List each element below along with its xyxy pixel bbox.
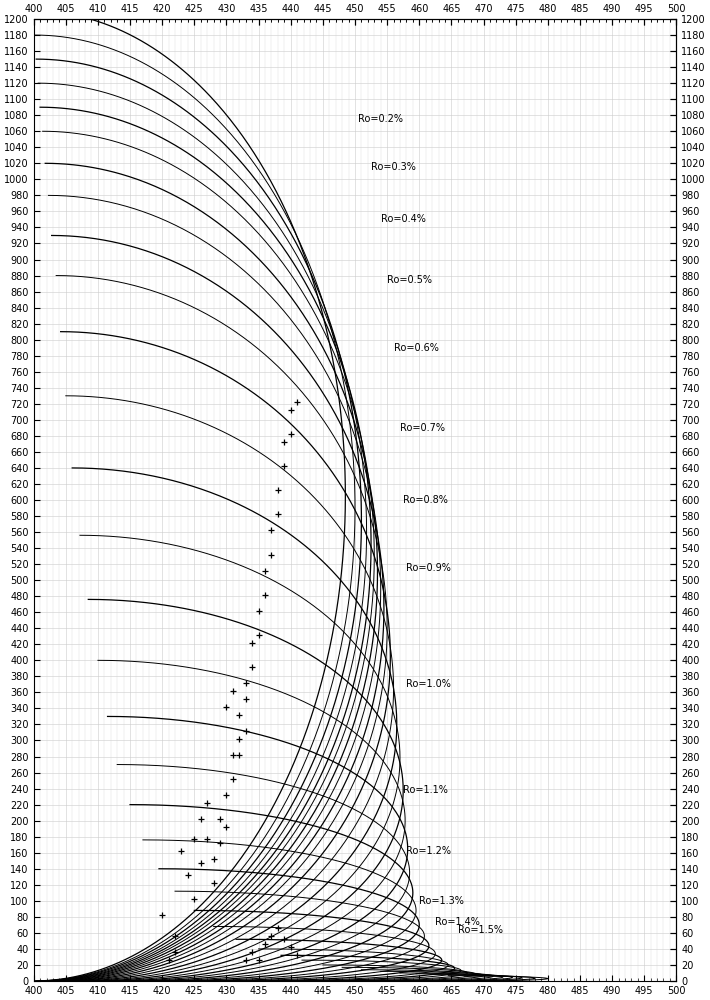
Text: Ro=1.3%: Ro=1.3% [420,896,464,906]
Text: Ro=0.9%: Ro=0.9% [406,563,452,573]
Text: Ro=1.0%: Ro=1.0% [406,679,452,689]
Text: Ro=1.4%: Ro=1.4% [435,917,480,927]
Text: Ro=0.8%: Ro=0.8% [403,495,448,505]
Text: Ro=1.5%: Ro=1.5% [458,925,503,935]
Text: Ro=1.2%: Ro=1.2% [406,846,452,856]
Text: Ro=0.5%: Ro=0.5% [387,275,432,285]
Text: Ro=0.7%: Ro=0.7% [400,423,445,433]
Text: Ro=0.4%: Ro=0.4% [381,214,425,224]
Text: Ro=0.6%: Ro=0.6% [393,343,439,353]
Text: Ro=0.3%: Ro=0.3% [371,162,416,172]
Text: Ro=1.1%: Ro=1.1% [403,785,448,795]
Text: Ro=0.2%: Ro=0.2% [359,114,403,124]
